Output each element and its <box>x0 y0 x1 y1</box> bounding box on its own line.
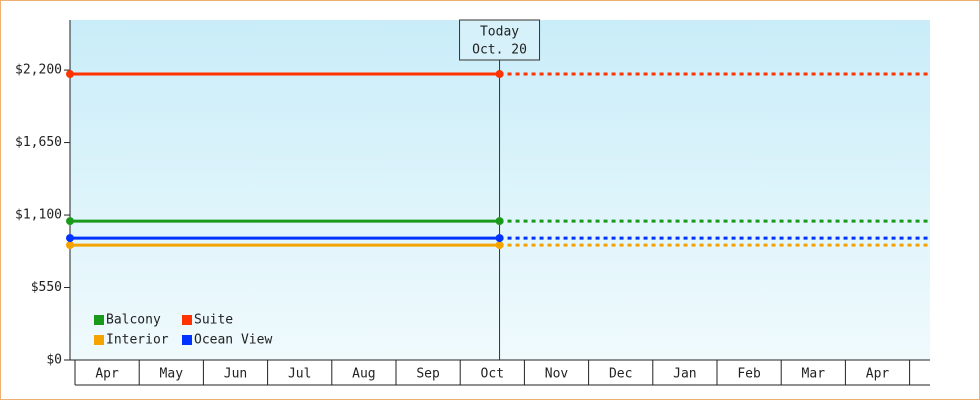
y-tick-label: $1,100 <box>15 208 62 223</box>
y-tick-label: $550 <box>31 280 62 295</box>
point <box>66 241 74 250</box>
x-tick-label: Aug <box>352 367 375 382</box>
x-tick-label: Jan <box>673 367 696 382</box>
point <box>66 217 74 226</box>
legend-label: Interior <box>106 333 169 348</box>
x-tick-label: Apr <box>866 367 890 382</box>
y-tick-label: $1,650 <box>15 135 62 150</box>
point <box>495 70 504 79</box>
today-date: Oct. 20 <box>472 43 527 58</box>
x-tick-label: Jul <box>288 367 311 382</box>
x-tick-label: Mar <box>802 367 826 382</box>
today-label: Today <box>480 25 519 40</box>
legend-swatch <box>182 335 192 345</box>
x-tick-label: Oct <box>481 367 504 382</box>
x-tick-label: Sep <box>416 367 440 382</box>
today-box <box>459 19 541 61</box>
point <box>495 234 504 243</box>
x-tick-label: May <box>160 367 184 382</box>
point <box>66 70 74 79</box>
legend-swatch <box>182 315 192 325</box>
x-tick-label: Feb <box>737 367 761 382</box>
legend-label: Suite <box>194 313 233 328</box>
y-tick-label: $2,200 <box>15 63 62 78</box>
legend-swatch <box>94 315 104 325</box>
point <box>495 241 504 250</box>
x-tick-label: Apr <box>95 367 119 382</box>
x-tick-label: Nov <box>545 367 569 382</box>
x-tick-label: Jun <box>224 367 247 382</box>
point <box>495 217 504 226</box>
legend-swatch <box>94 335 104 345</box>
y-tick-label: $0 <box>46 353 62 368</box>
legend-label: Balcony <box>106 313 161 328</box>
legend-label: Ocean View <box>194 333 272 348</box>
x-tick-label: Dec <box>609 367 632 382</box>
point <box>66 234 74 243</box>
